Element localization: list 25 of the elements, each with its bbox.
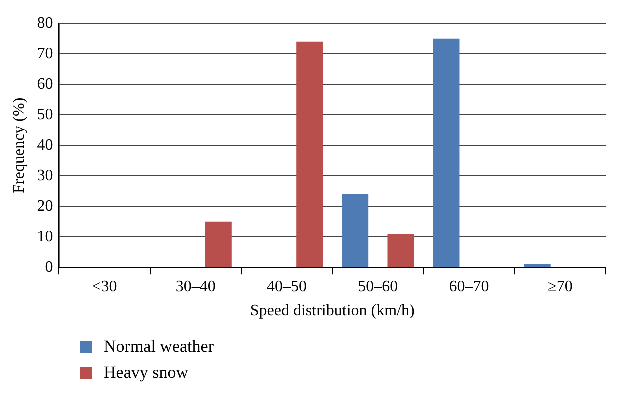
x-tick-label: <30 (92, 278, 118, 296)
y-tick-label: 40 (37, 136, 54, 154)
bar (296, 42, 324, 268)
y-tick-label: 10 (37, 228, 54, 246)
x-tick-label: 40–50 (267, 278, 308, 296)
y-tick-label: 30 (37, 167, 54, 184)
y-tick-label: 50 (37, 106, 54, 124)
x-tick-label: 60–70 (449, 278, 490, 296)
x-tick-label: 50–60 (358, 278, 398, 296)
x-tick-label: ≥70 (548, 278, 573, 296)
y-tick-label: 80 (37, 14, 54, 32)
bar (388, 234, 414, 268)
x-tick-label: 30–40 (176, 278, 216, 296)
legend-label: Normal weather (104, 337, 214, 357)
legend-label: Heavy snow (104, 363, 189, 383)
bar (205, 222, 232, 268)
bar (524, 264, 551, 268)
x-axis-title: Speed distribution (km/h) (250, 302, 415, 320)
y-tick-label: 20 (37, 198, 54, 215)
y-tick-label: 60 (37, 76, 54, 93)
y-axis-title: Frequency (%) (10, 98, 28, 194)
bar (342, 194, 369, 268)
bar (433, 38, 460, 268)
y-tick-label: 0 (45, 258, 54, 276)
y-tick-label: 70 (37, 45, 54, 62)
